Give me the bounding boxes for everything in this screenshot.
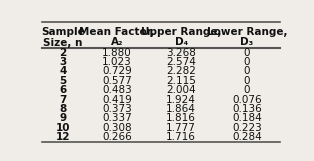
Text: 1.716: 1.716: [166, 132, 196, 142]
Text: 0: 0: [244, 76, 250, 86]
Text: Mean Factor,: Mean Factor,: [79, 27, 154, 37]
Text: 0.284: 0.284: [232, 132, 262, 142]
Text: 1.864: 1.864: [166, 104, 196, 114]
Text: A₂: A₂: [111, 37, 123, 47]
Text: 0.076: 0.076: [232, 95, 262, 105]
Text: 1.816: 1.816: [166, 114, 196, 123]
Text: 0: 0: [244, 66, 250, 76]
Text: 4: 4: [59, 66, 67, 76]
Text: 5: 5: [60, 76, 67, 86]
Text: 0.483: 0.483: [102, 85, 132, 95]
Text: 1.023: 1.023: [102, 57, 132, 67]
Text: Upper Range,: Upper Range,: [141, 27, 221, 37]
Text: Sample
Size, n: Sample Size, n: [41, 27, 85, 48]
Text: 0: 0: [244, 85, 250, 95]
Text: 8: 8: [60, 104, 67, 114]
Text: 0.419: 0.419: [102, 95, 132, 105]
Text: 2.282: 2.282: [166, 66, 196, 76]
Text: 7: 7: [59, 95, 67, 105]
Text: 6: 6: [60, 85, 67, 95]
Text: D₄: D₄: [175, 37, 188, 47]
Text: 2: 2: [60, 47, 67, 57]
Text: 2.115: 2.115: [166, 76, 196, 86]
Text: Lower Range,: Lower Range,: [207, 27, 287, 37]
Text: 0.729: 0.729: [102, 66, 132, 76]
Text: 12: 12: [56, 132, 70, 142]
Text: 0: 0: [244, 57, 250, 67]
Text: D₃: D₃: [240, 37, 253, 47]
Text: 9: 9: [60, 114, 67, 123]
Text: 1.880: 1.880: [102, 47, 132, 57]
Text: 10: 10: [56, 123, 70, 133]
Text: 0.223: 0.223: [232, 123, 262, 133]
Text: 0.337: 0.337: [102, 114, 132, 123]
Text: 0.373: 0.373: [102, 104, 132, 114]
Text: 1.924: 1.924: [166, 95, 196, 105]
Text: 0.577: 0.577: [102, 76, 132, 86]
Text: 0.136: 0.136: [232, 104, 262, 114]
Text: 3.268: 3.268: [166, 47, 196, 57]
Text: 2.574: 2.574: [166, 57, 196, 67]
Text: 1.777: 1.777: [166, 123, 196, 133]
Text: 3: 3: [60, 57, 67, 67]
Text: 0: 0: [244, 47, 250, 57]
Text: 0.266: 0.266: [102, 132, 132, 142]
Text: 0.308: 0.308: [102, 123, 132, 133]
Text: 2.004: 2.004: [166, 85, 196, 95]
Text: 0.184: 0.184: [232, 114, 262, 123]
